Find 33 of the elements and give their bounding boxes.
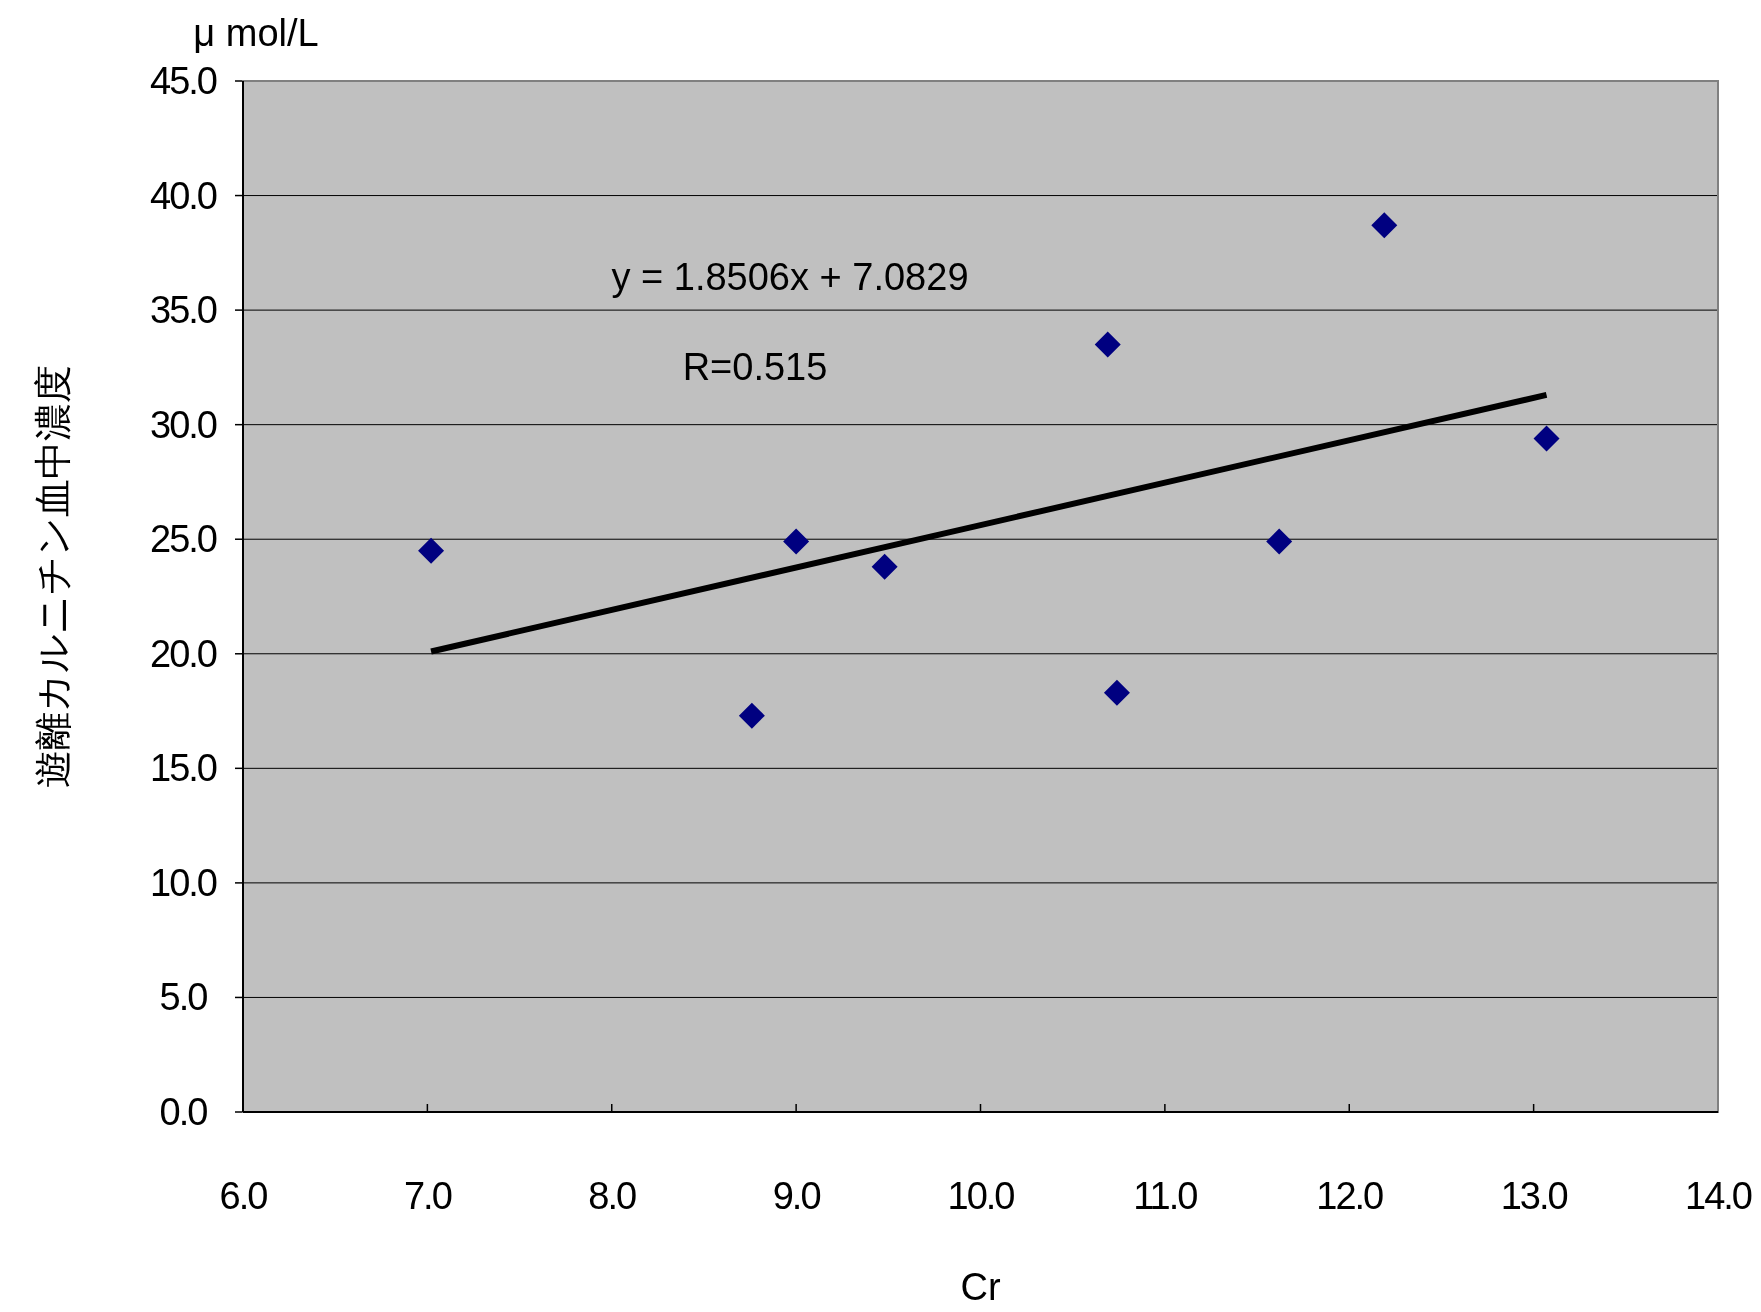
point — [1094, 331, 1121, 358]
text: μ mol/L — [193, 12, 319, 54]
y-tick-label: 15.0 — [150, 747, 217, 790]
point — [1103, 679, 1130, 706]
x-tick-label: 12.0 — [1316, 1175, 1384, 1217]
y-tick-label: 10.0 — [150, 861, 217, 904]
x-tick-label: 13.0 — [1500, 1175, 1568, 1217]
point — [783, 528, 810, 555]
point — [1266, 528, 1293, 555]
x-tick-label: 14.0 — [1685, 1175, 1752, 1217]
x-tick-label: 6.0 — [219, 1175, 268, 1217]
point — [418, 537, 445, 564]
y-tick-label: 40.0 — [150, 174, 217, 217]
y-tick-label: 30.0 — [150, 403, 217, 446]
y-axis-title: 遊離カルニチン血中濃度 — [32, 365, 74, 788]
point — [1533, 425, 1560, 452]
x-tick-label: 8.0 — [588, 1175, 637, 1217]
y-tick-label: 45.0 — [150, 60, 217, 102]
y-tick-label: 35.0 — [150, 289, 217, 332]
x-tick-label: 10.0 — [947, 1175, 1015, 1217]
x-axis-title: Cr — [960, 1266, 1001, 1308]
x-tick-label: 9.0 — [772, 1175, 821, 1217]
y-tick-label: 20.0 — [150, 632, 217, 675]
y-tick-label: 5.0 — [159, 976, 208, 1019]
point — [871, 553, 898, 580]
x-tick-label: 11.0 — [1133, 1175, 1198, 1217]
point — [1371, 212, 1398, 239]
y-tick-label: 25.0 — [150, 518, 217, 561]
x-tick-label: 7.0 — [403, 1175, 452, 1217]
annotation: y = 1.8506x + 7.0829 — [611, 256, 969, 298]
point — [738, 702, 765, 729]
y-tick-label: 0.0 — [159, 1091, 208, 1133]
annotation: R=0.515 — [682, 346, 828, 388]
